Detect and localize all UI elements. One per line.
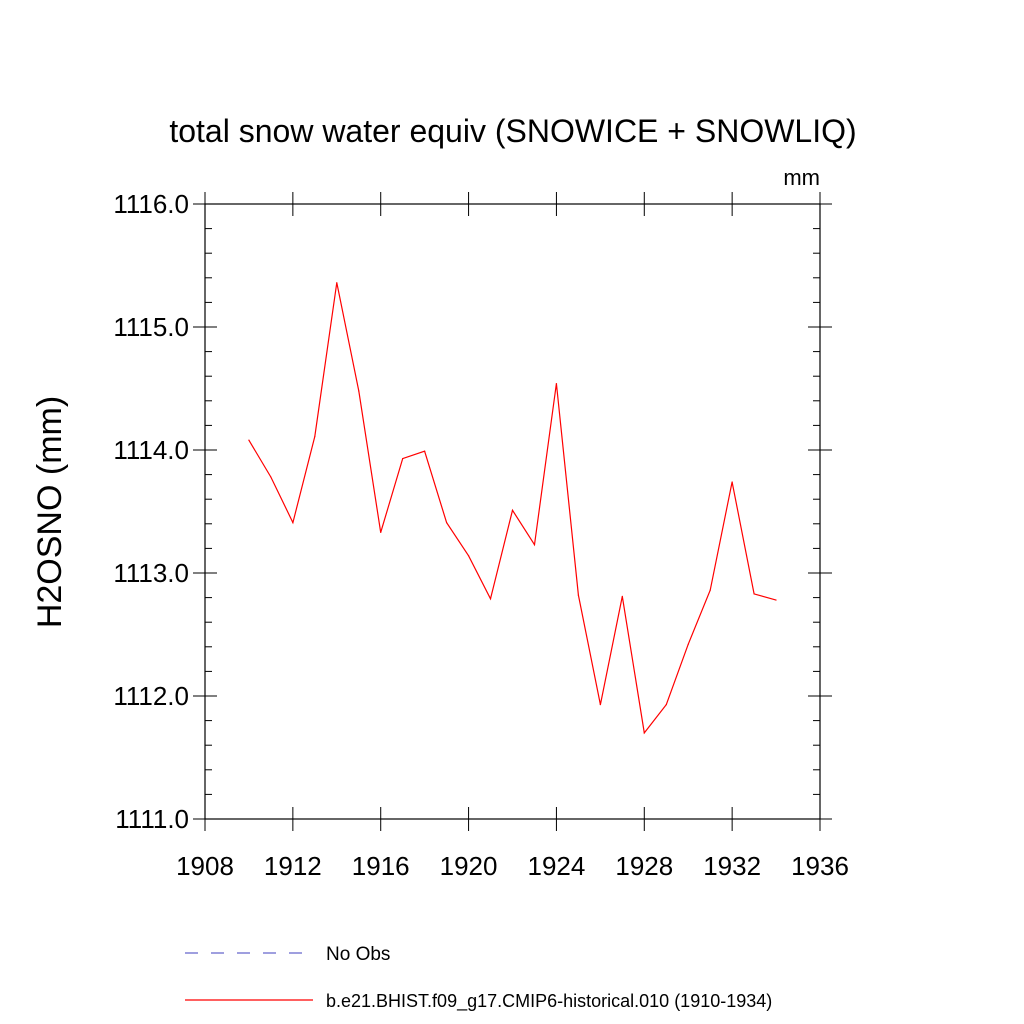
series-lines — [248, 282, 777, 735]
series-line — [248, 282, 777, 735]
data-point — [753, 593, 755, 595]
data-point — [380, 531, 382, 534]
legend: No Obs b.e21.BHIST.f09_g17.CMIP6-historic… — [185, 944, 772, 1012]
y-axis-ticks: 1111.0 1112.0 1113.0 1114.0 1115.0 1116.0 — [113, 189, 832, 834]
data-point — [665, 704, 667, 706]
data-point — [358, 390, 360, 392]
y-tick-label: 1111.0 — [115, 804, 189, 834]
data-point — [292, 521, 294, 524]
legend-label: No Obs — [326, 944, 390, 965]
x-tick-label: 1936 — [791, 851, 849, 881]
y-tick-label: 1115.0 — [113, 312, 189, 342]
x-tick-label: 1920 — [440, 851, 498, 881]
legend-label: b.e21.BHIST.f09_g17.CMIP6-historical.010… — [326, 991, 772, 1012]
x-tick-label: 1932 — [703, 851, 761, 881]
data-point — [731, 481, 733, 483]
data-point — [402, 458, 404, 460]
x-axis-ticks: 1908 1912 1916 1920 1924 1928 1932 1936 — [176, 192, 849, 881]
data-point — [643, 732, 645, 734]
x-tick-label: 1908 — [176, 851, 234, 881]
data-point — [270, 476, 272, 478]
chart-title: total snow water equiv (SNOWICE + SNOWLI… — [169, 113, 856, 149]
data-point — [248, 439, 250, 441]
y-tick-label: 1113.0 — [113, 558, 189, 588]
x-tick-label: 1912 — [264, 851, 322, 881]
data-point — [599, 704, 601, 706]
x-tick-label: 1928 — [615, 851, 673, 881]
data-point — [687, 643, 689, 645]
data-point — [511, 509, 514, 511]
plot-border — [204, 203, 821, 820]
data-point — [489, 598, 492, 600]
y-axis-label: H2OSNO (mm) — [31, 396, 69, 628]
data-point — [533, 544, 536, 546]
y-tick-label: 1114.0 — [113, 435, 189, 465]
data-point — [336, 282, 338, 284]
y-tick-label: 1116.0 — [113, 189, 189, 219]
data-point — [424, 450, 426, 452]
plot-frame — [204, 203, 821, 820]
data-point — [555, 382, 558, 385]
data-point — [467, 555, 470, 557]
data-point — [446, 521, 448, 524]
x-tick-label: 1916 — [352, 851, 410, 881]
data-point — [577, 594, 579, 596]
data-point — [709, 589, 711, 591]
data-point — [314, 435, 316, 438]
y-tick-label: 1112.0 — [113, 681, 189, 711]
data-point — [775, 599, 777, 601]
x-tick-label: 1924 — [528, 851, 586, 881]
data-point — [621, 595, 623, 597]
units-label: mm — [783, 165, 820, 190]
